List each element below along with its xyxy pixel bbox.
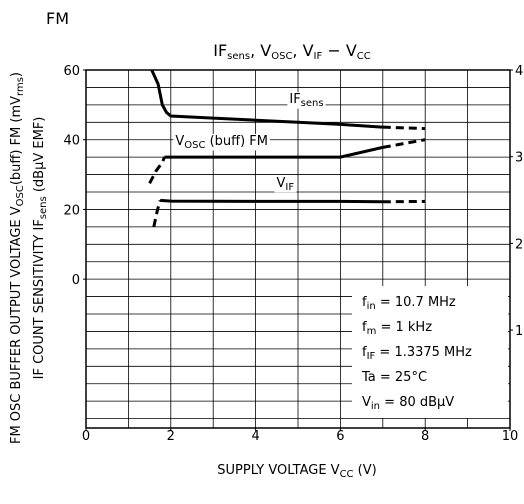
curve-label-part: IF bbox=[285, 181, 294, 192]
y2-axis-label-part: FM OSC BUFFER OUTPUT VOLTAGE V bbox=[9, 206, 24, 444]
curve-label-part: (buff) FM bbox=[205, 134, 268, 149]
line bbox=[160, 198, 383, 204]
y-tick-label: 60 bbox=[63, 64, 80, 79]
y2-axis-label-part: rms bbox=[15, 77, 26, 96]
y-tick-label: 0 bbox=[72, 273, 80, 288]
y-tick-label: 20 bbox=[63, 203, 80, 218]
line bbox=[152, 199, 162, 228]
chart-title-part: IF bbox=[213, 41, 227, 60]
curve-label: VOSC (buff) FM bbox=[175, 134, 268, 151]
annotation-part: = 1 kHz bbox=[376, 320, 432, 335]
annotation: fm = 1 kHz bbox=[362, 320, 432, 337]
line bbox=[150, 69, 383, 129]
chart-title-part: , V bbox=[292, 41, 313, 60]
y2-axis-label-part: (buff) FM (mV bbox=[9, 96, 24, 185]
chart-title: IFsens, VOSC, VIF − VCC bbox=[213, 41, 371, 62]
line bbox=[148, 156, 166, 184]
annotation-part: in bbox=[367, 301, 376, 312]
x-axis-label: SUPPLY VOLTAGE VCC (V) bbox=[217, 463, 376, 480]
y-axis-label-part: IF COUNT SENSITIVITY IF bbox=[32, 219, 47, 379]
curve-label-part: OSC bbox=[184, 139, 205, 150]
annotation-part: = 1.3375 MHz bbox=[375, 345, 472, 360]
annotation-part: IF bbox=[367, 351, 376, 362]
chart-title-part: CC bbox=[357, 51, 371, 62]
y-axis-label-part: (dBμV EMF) bbox=[32, 117, 47, 197]
x-tick-label: 0 bbox=[82, 429, 90, 444]
chart-title-part: − V bbox=[322, 41, 357, 60]
annotation: fIF = 1.3375 MHz bbox=[362, 345, 472, 362]
y2-tick-label: 1 bbox=[515, 324, 523, 339]
chart-title-part: sens bbox=[227, 51, 250, 62]
y-tick-label: 40 bbox=[63, 134, 80, 149]
y-axis-label-part: sens bbox=[38, 196, 49, 219]
annotation-part: = 10.7 MHz bbox=[376, 295, 456, 310]
y2-tick-label: 4 bbox=[515, 64, 523, 79]
x-axis-label-part: SUPPLY VOLTAGE V bbox=[217, 463, 339, 478]
annotation-part: Ta = 25°C bbox=[361, 370, 427, 385]
curve-label-bg bbox=[173, 133, 271, 151]
annotation: Vin = 80 dBμV bbox=[362, 395, 454, 412]
curve-label-part: IF bbox=[289, 92, 300, 107]
annotation: fin = 10.7 MHz bbox=[362, 295, 456, 312]
line bbox=[164, 145, 384, 159]
y2-tick-label: 2 bbox=[515, 237, 523, 252]
x-tick-label: 10 bbox=[502, 429, 519, 444]
x-tick-label: 6 bbox=[336, 429, 344, 444]
x-tick-label: 2 bbox=[167, 429, 175, 444]
annotation-part: f bbox=[362, 345, 367, 360]
line bbox=[382, 125, 426, 131]
curve-label-part: sens bbox=[301, 98, 324, 109]
annotation-part: f bbox=[362, 295, 367, 310]
chart-title-part: OSC bbox=[271, 51, 292, 62]
y2-tick-label: 3 bbox=[515, 151, 523, 166]
curve-label-bg bbox=[287, 92, 326, 109]
corner-label: FM bbox=[46, 9, 69, 28]
y2-axis-label: FM OSC BUFFER OUTPUT VOLTAGE VOSC(buff) … bbox=[9, 72, 26, 444]
x-axis-label-part: (V) bbox=[354, 463, 377, 478]
x-tick-label: 8 bbox=[421, 429, 429, 444]
y2-axis-label-part: OSC bbox=[15, 185, 26, 206]
curve-label-part: V bbox=[276, 176, 285, 191]
annotation-part: m bbox=[367, 326, 377, 337]
annotation-part: V bbox=[362, 395, 371, 410]
annotation-part: in bbox=[371, 401, 380, 412]
annotation-part: f bbox=[362, 320, 367, 335]
y-axis-label: IF COUNT SENSITIVITY IFsens (dBμV EMF) bbox=[32, 117, 49, 380]
annotation: Ta = 25°C bbox=[361, 370, 427, 385]
y2-axis-label-part: ) bbox=[9, 72, 24, 77]
x-axis-label-part: CC bbox=[340, 469, 354, 480]
curve-label: VIF bbox=[276, 176, 294, 193]
plot-frame bbox=[85, 69, 511, 429]
annotation-box bbox=[352, 286, 508, 418]
chart-title-part: IF bbox=[314, 51, 323, 62]
curve-label-bg bbox=[274, 175, 297, 193]
annotation-part: = 80 dBμV bbox=[380, 395, 454, 410]
curve-label: IFsens bbox=[289, 92, 323, 109]
x-tick-label: 4 bbox=[251, 429, 259, 444]
chart-title-part: , V bbox=[250, 41, 271, 60]
curve-label-part: V bbox=[175, 134, 184, 149]
line bbox=[382, 138, 426, 149]
